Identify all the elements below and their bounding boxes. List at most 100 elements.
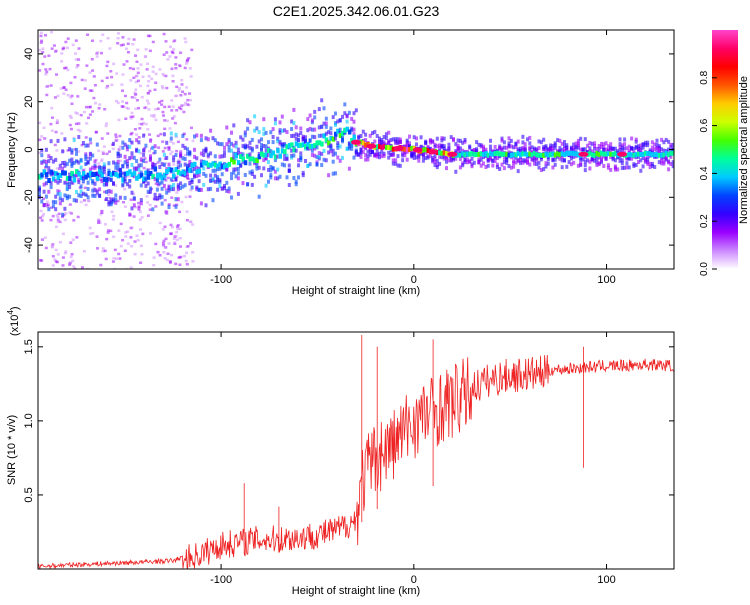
noise-cell (71, 238, 75, 241)
halo-cell (491, 158, 495, 163)
halo-cell (125, 164, 129, 169)
halo-cell (620, 148, 624, 153)
halo-cell (248, 120, 252, 125)
halo-cell (253, 114, 257, 119)
halo-cell (162, 132, 166, 137)
halo-cell (565, 143, 569, 148)
halo-cell (40, 160, 44, 165)
halo-cell (593, 141, 597, 146)
halo-cell (565, 148, 569, 153)
halo-cell (352, 132, 356, 137)
halo-cell (93, 163, 97, 168)
noise-cell (48, 67, 52, 71)
ridge-cell (324, 137, 329, 143)
halo-cell (121, 183, 125, 188)
noise-cell (118, 257, 122, 260)
halo-cell (144, 177, 148, 182)
halo-cell (155, 178, 159, 182)
halo-cell (236, 176, 240, 181)
halo-cell (519, 158, 522, 163)
noise-cell (100, 158, 104, 161)
noise-cell (166, 58, 170, 61)
colorbar-tick-label: 0.6 (699, 118, 710, 132)
ridge-cell (232, 159, 236, 165)
halo-cell (68, 158, 72, 163)
halo-cell (627, 165, 631, 170)
halo-cell (86, 143, 90, 148)
noise-cell (129, 266, 133, 269)
noise-cell (49, 218, 53, 222)
halo-cell (169, 187, 173, 192)
noise-cell (140, 117, 144, 121)
noise-cell (174, 234, 178, 238)
noise-cell (178, 237, 182, 240)
noise-cell (56, 218, 60, 222)
ridge-cell (188, 167, 192, 173)
halo-cell (560, 165, 564, 170)
halo-cell (139, 201, 143, 206)
halo-cell (241, 181, 245, 186)
noise-cell (138, 172, 141, 175)
snr-xlabel: Height of straight line (km) (292, 585, 420, 597)
halo-cell (216, 167, 220, 172)
halo-cell (299, 126, 303, 131)
halo-cell (347, 142, 351, 147)
snr-ytick-label: 1.0 (23, 413, 35, 428)
halo-cell (63, 206, 67, 211)
noise-cell (134, 88, 138, 91)
noise-cell (182, 103, 186, 107)
halo-cell (514, 160, 518, 165)
halo-cell (445, 155, 448, 160)
halo-cell (42, 182, 46, 187)
noise-cell (146, 214, 150, 217)
noise-cell (77, 150, 81, 153)
noise-cell (140, 123, 144, 126)
halo-cell (613, 158, 617, 163)
halo-cell (579, 157, 583, 162)
noise-cell (68, 203, 72, 206)
noise-cell (40, 39, 44, 43)
noise-cell (161, 228, 165, 231)
noise-cell (44, 246, 48, 250)
halo-cell (495, 162, 499, 167)
noise-cell (154, 81, 158, 84)
noise-cell (121, 89, 124, 92)
halo-cell (204, 136, 208, 141)
halo-cell (204, 203, 208, 208)
ridge-cell (438, 150, 442, 156)
halo-cell (54, 200, 58, 205)
noise-cell (53, 96, 57, 99)
halo-cell (116, 159, 120, 164)
noise-cell (174, 63, 178, 66)
noise-cell (172, 237, 176, 240)
halo-cell (454, 169, 458, 174)
halo-cell (132, 203, 136, 208)
halo-cell (669, 142, 673, 147)
halo-cell (583, 137, 587, 142)
halo-cell (77, 193, 81, 198)
noise-cell (146, 201, 150, 204)
halo-cell (532, 146, 536, 151)
ridge-cell (105, 177, 109, 183)
halo-cell (613, 164, 617, 169)
halo-cell (438, 154, 442, 159)
halo-cell (449, 157, 453, 162)
halo-cell (336, 119, 340, 124)
halo-cell (660, 137, 664, 142)
noise-cell (183, 92, 187, 96)
noise-cell (186, 245, 190, 248)
halo-cell (257, 194, 261, 199)
halo-cell (424, 156, 428, 161)
halo-cell (634, 139, 638, 144)
halo-cell (475, 148, 479, 153)
colorbar-label: Normalized spectral amplitude (738, 76, 750, 224)
halo-cell (468, 159, 472, 164)
halo-cell (160, 186, 164, 191)
halo-cell (86, 195, 90, 200)
ridge-cell (569, 150, 574, 156)
halo-cell (262, 127, 266, 132)
noise-cell (95, 235, 99, 238)
